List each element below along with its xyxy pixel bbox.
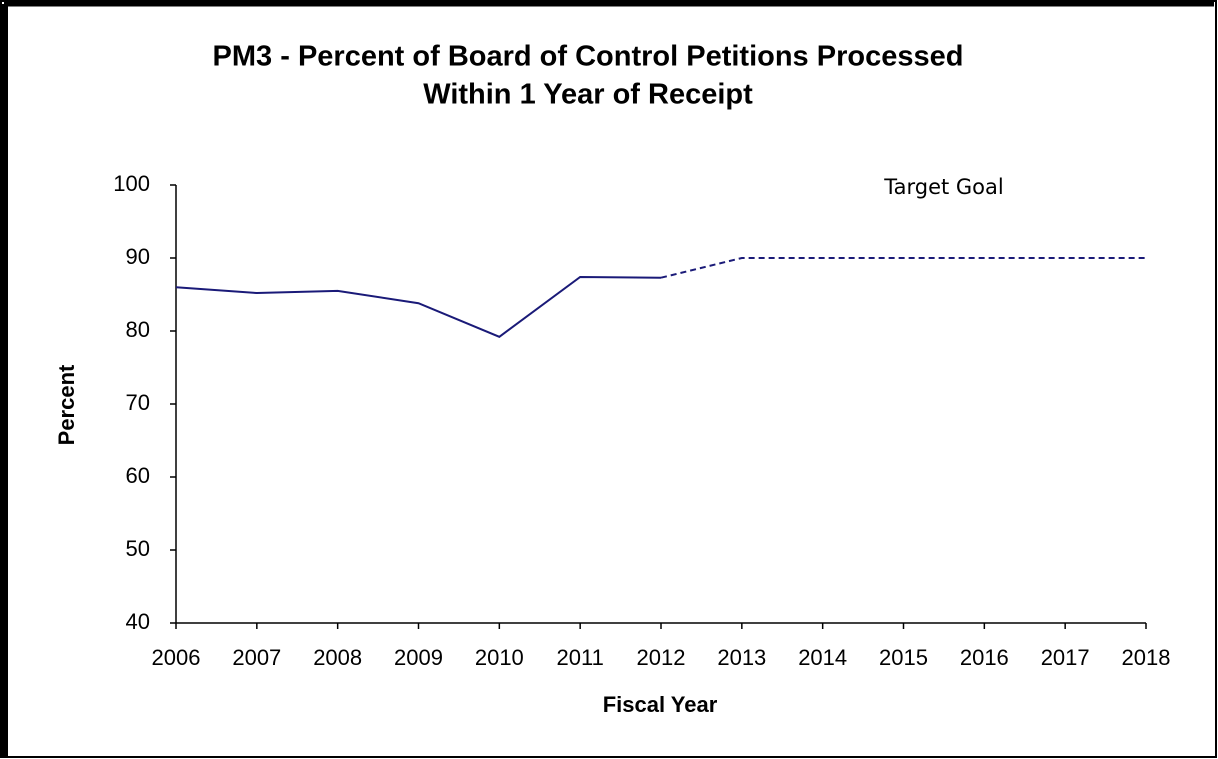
y-tick-label: 90: [126, 244, 150, 269]
x-tick-label: 2008: [313, 645, 362, 670]
x-tick-label: 2006: [152, 645, 201, 670]
x-tick-label: 2007: [232, 645, 281, 670]
x-axis-title: Fiscal Year: [603, 692, 718, 717]
x-tick-label: 2009: [394, 645, 443, 670]
x-tick-label: 2015: [879, 645, 928, 670]
y-tick-label: 70: [126, 390, 150, 415]
x-tick-label: 2012: [637, 645, 686, 670]
x-tick-label: 2011: [557, 645, 604, 670]
x-tick-label: 2018: [1122, 645, 1171, 670]
y-tick-label: 60: [126, 463, 150, 488]
x-tick-label: 2010: [475, 645, 524, 670]
chart-title: Within 1 Year of Receipt: [423, 79, 753, 111]
y-tick-label: 100: [113, 171, 150, 196]
x-tick-label: 2014: [798, 645, 847, 670]
y-tick-label: 40: [126, 609, 150, 634]
chart-title: PM3 - Percent of Board of Control Petiti…: [213, 41, 964, 73]
x-tick-label: 2017: [1041, 645, 1090, 670]
x-tick-label: 2013: [717, 645, 766, 670]
annotation: Target Goal: [883, 175, 1003, 199]
line: [175, 275, 662, 338]
y-axis-title: Percent: [54, 364, 79, 445]
y-tick-label: 80: [126, 317, 150, 342]
y-tick-label: 50: [126, 536, 150, 561]
line: [660, 257, 1146, 279]
x-tick-label: 2016: [960, 645, 1009, 670]
